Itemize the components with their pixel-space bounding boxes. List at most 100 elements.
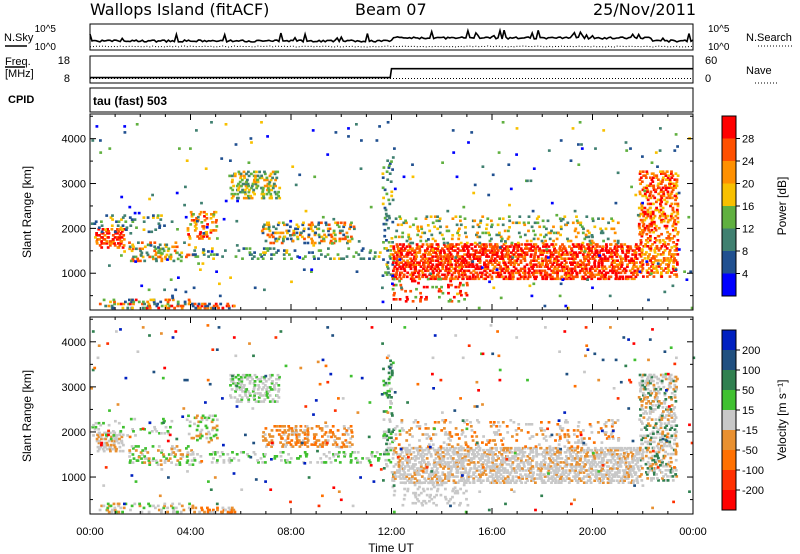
scatter-cell — [515, 245, 518, 248]
scatter-cell — [203, 302, 207, 306]
scatter-cell — [548, 446, 552, 450]
scatter-cell — [646, 188, 649, 192]
scatter-cell — [305, 441, 309, 444]
scatter-cell — [278, 235, 282, 239]
scatter-cell — [527, 271, 530, 275]
scatter-cell — [394, 283, 398, 287]
scatter-cell — [257, 461, 260, 464]
scatter-cell — [635, 271, 639, 275]
scatter-cell — [570, 273, 573, 277]
scatter-cell — [632, 263, 636, 266]
scatter-cell — [675, 273, 678, 276]
scatter-cell — [157, 222, 161, 225]
scatter-cell — [107, 510, 111, 514]
scatter-cell — [192, 457, 196, 460]
nsearch-label: N.Search — [746, 32, 792, 44]
scatter-cell — [509, 479, 513, 482]
scatter-cell — [411, 467, 415, 470]
scatter-cell — [488, 465, 492, 468]
scatter-cell — [392, 277, 396, 281]
scatter-cell — [324, 255, 327, 258]
scatter-cell — [349, 223, 352, 227]
scatter-cell — [643, 226, 647, 230]
scatter-cell — [101, 443, 105, 447]
scatter-cell — [580, 448, 583, 452]
scatter-cell — [279, 451, 282, 454]
scatter-cell — [459, 241, 463, 245]
scatter-cell — [670, 255, 674, 258]
scatter-cell — [98, 238, 101, 241]
scatter-cell — [482, 277, 486, 281]
scatter-cell — [606, 257, 610, 260]
scatter-cell — [195, 434, 199, 438]
scatter-cell — [426, 461, 430, 464]
scatter-cell — [425, 267, 429, 271]
scatter-cell — [237, 182, 240, 186]
scatter-cell — [460, 453, 464, 456]
scatter-cell — [586, 243, 589, 246]
scatter-cell — [665, 170, 669, 173]
scatter-cell — [530, 271, 534, 275]
scatter-cell — [663, 198, 666, 202]
scatter-cell — [517, 453, 521, 456]
scatter-cell — [162, 455, 166, 458]
scatter-cell — [446, 253, 450, 256]
scatter-cell — [632, 277, 636, 281]
scatter-cell — [389, 245, 393, 248]
scatter-cell — [553, 473, 556, 476]
scatter-cell — [392, 298, 396, 301]
scatter-cell — [527, 273, 531, 277]
scatter-cell — [205, 213, 208, 216]
scatter-cell — [256, 392, 260, 395]
scatter-cell — [624, 255, 627, 258]
scatter-cell — [600, 451, 603, 454]
scatter-cell — [260, 192, 264, 196]
scatter-cell — [397, 235, 401, 239]
scatter-cell — [550, 265, 553, 268]
scatter-cell — [525, 253, 529, 256]
scatter-cell — [276, 223, 280, 227]
scatter-cell — [246, 453, 249, 456]
scatter-cell — [445, 446, 449, 450]
scatter-cell — [124, 300, 127, 304]
scatter-cell — [403, 467, 406, 470]
scatter-cell — [400, 451, 404, 454]
scatter-cell — [421, 243, 425, 246]
scatter-cell — [128, 461, 132, 464]
scatter-cell — [508, 448, 512, 452]
scatter-cell — [550, 255, 554, 258]
scatter-cell — [398, 265, 402, 268]
scatter-cell — [643, 192, 647, 196]
scatter-cell — [176, 449, 180, 452]
scatter-cell — [229, 159, 232, 162]
scatter-cell — [391, 440, 394, 444]
scatter-cell — [625, 249, 629, 252]
scatter-cell — [395, 261, 398, 264]
scatter-cell — [512, 275, 515, 279]
scatter-cell — [674, 172, 678, 175]
scatter-cell — [401, 463, 405, 466]
scatter-cell — [552, 269, 555, 273]
colorbar-tick-label: 12 — [742, 224, 754, 236]
scatter-cell — [449, 245, 452, 248]
scatter-cell — [508, 451, 512, 454]
scatter-cell — [525, 459, 528, 462]
scatter-cell — [250, 253, 253, 256]
scatter-cell — [674, 226, 677, 230]
scatter-cell — [537, 261, 541, 264]
scatter-cell — [465, 261, 469, 264]
scatter-cell — [432, 459, 436, 462]
scatter-cell — [242, 196, 246, 200]
scatter-cell — [677, 248, 681, 251]
scatter-cell — [469, 467, 473, 470]
scatter-cell — [615, 247, 619, 250]
scatter-cell — [500, 255, 504, 258]
scatter-cell — [99, 445, 103, 449]
scatter-cell — [658, 239, 662, 242]
scatter-cell — [491, 253, 495, 256]
scatter-cell — [370, 455, 374, 458]
scatter-cell — [634, 251, 638, 254]
scatter-cell — [523, 273, 527, 277]
scatter-cell — [296, 237, 300, 241]
scatter-cell — [159, 463, 163, 466]
